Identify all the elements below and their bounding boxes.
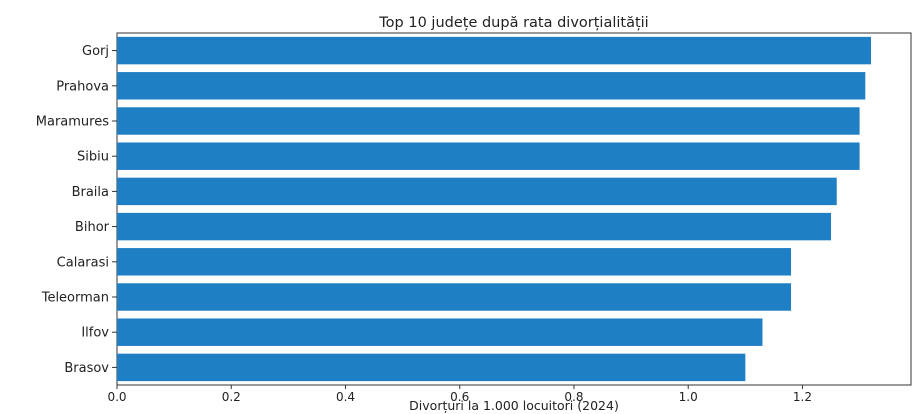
- y-tick-label: Brasov: [64, 361, 109, 376]
- bar-brasov: [117, 353, 746, 382]
- chart-title: Top 10 județe după rata divorțialității: [378, 15, 648, 31]
- x-tick-label: 0.8: [564, 390, 583, 404]
- x-tick-label: 0.4: [336, 390, 355, 404]
- y-tick-label: Teleorman: [41, 291, 109, 306]
- bar-calarasi: [117, 248, 792, 276]
- y-tick-label: Sibiu: [77, 150, 109, 165]
- x-axis-label: Divorțuri la 1.000 locuitori (2024): [409, 398, 619, 413]
- x-tick-label: 0.6: [450, 390, 469, 404]
- x-tick-label: 0.0: [107, 390, 126, 404]
- bar-sibiu: [117, 142, 860, 170]
- bar-gorj: [117, 36, 872, 65]
- bars-group: [117, 36, 872, 382]
- plot-area-frame: [116, 32, 912, 386]
- bar-braila: [117, 177, 837, 206]
- bar-prahova: [117, 72, 866, 100]
- y-tick-label: Bihor: [75, 220, 110, 235]
- bar-ilfov: [117, 318, 763, 346]
- y-tick-label: Prahova: [56, 79, 109, 94]
- bar-teleorman: [117, 283, 792, 311]
- y-axis: Gorj Prahova Maramures Sibiu Braila Bihor Cala…: [36, 44, 117, 376]
- x-tick-label: 1.2: [793, 390, 812, 404]
- x-tick-label: 1.0: [679, 390, 698, 404]
- bar-maramures: [117, 107, 860, 135]
- x-tick-label: 0.2: [222, 390, 241, 404]
- bar-bihor: [117, 212, 832, 241]
- y-tick-label: Braila: [72, 185, 109, 200]
- y-tick-label: Gorj: [82, 44, 109, 59]
- y-tick-label: Calarasi: [57, 255, 109, 270]
- x-axis: 0.0 0.2 0.4 0.6 0.8 1.0 1.2: [107, 385, 812, 404]
- y-tick-label: Ilfov: [81, 326, 109, 341]
- y-tick-label: Maramures: [36, 115, 109, 130]
